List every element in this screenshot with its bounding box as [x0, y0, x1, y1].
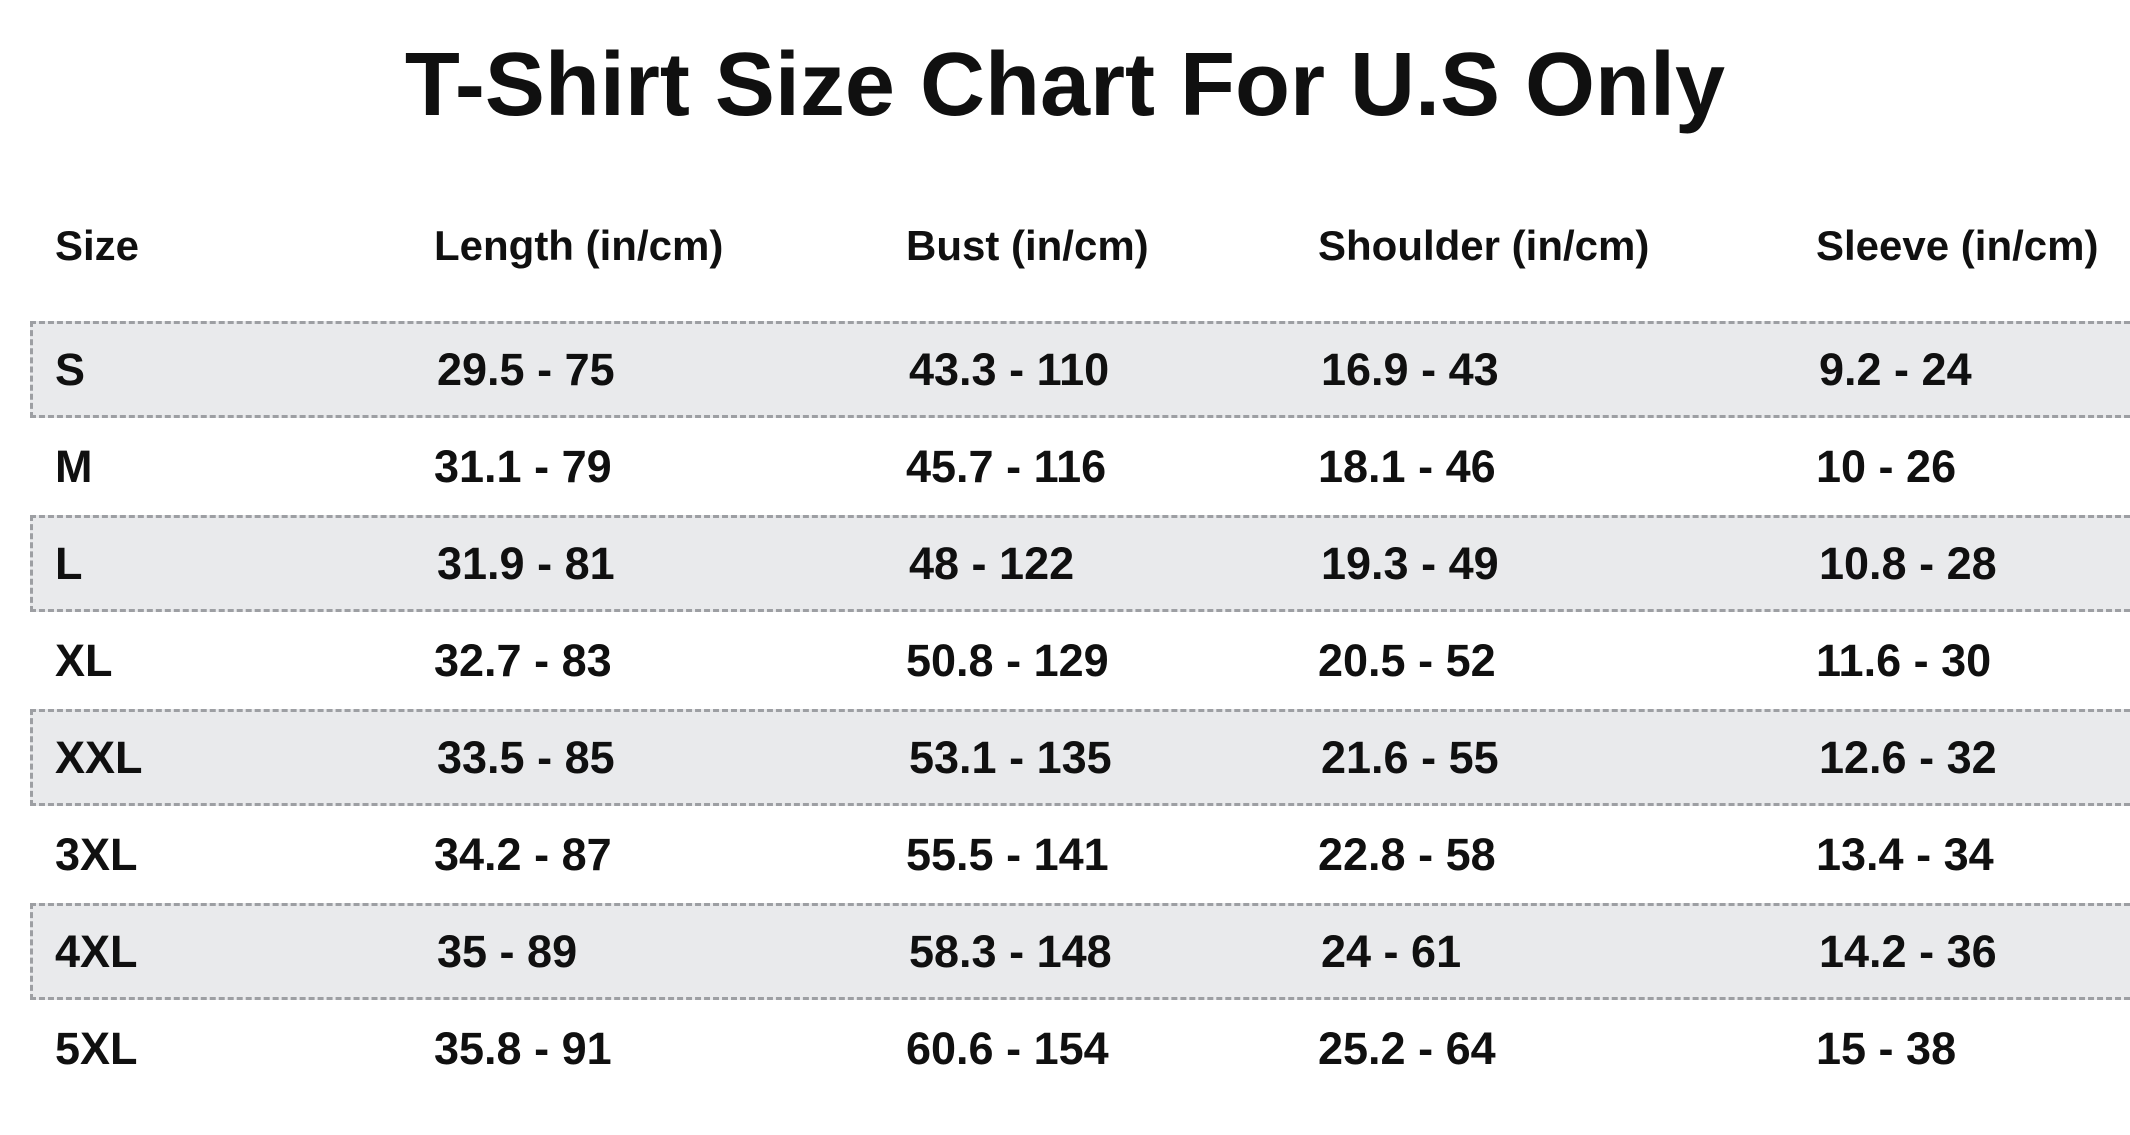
bust-cell: 60.6 - 154	[906, 1022, 1109, 1074]
sleeve-cell: 12.6 - 32	[1819, 731, 1997, 783]
length-cell: 33.5 - 85	[437, 731, 615, 783]
shoulder-cell: 24 - 61	[1321, 925, 1462, 977]
shoulder-cell: 25.2 - 64	[1318, 1022, 1496, 1074]
size-cell: XL	[55, 634, 113, 686]
length-cell: 29.5 - 75	[437, 343, 615, 395]
size-cell: 5XL	[55, 1022, 138, 1074]
shoulder-cell: 22.8 - 58	[1318, 828, 1496, 880]
size-cell: L	[55, 537, 83, 589]
column-header-size: Size	[55, 221, 140, 269]
shoulder-cell: 16.9 - 43	[1321, 343, 1499, 395]
shoulder-cell: 19.3 - 49	[1321, 537, 1499, 589]
shoulder-cell: 21.6 - 55	[1321, 731, 1499, 783]
sleeve-cell: 14.2 - 36	[1819, 925, 1997, 977]
length-cell: 34.2 - 87	[434, 828, 612, 880]
column-header-sleeve: Sleeve (in/cm)	[1816, 221, 2099, 269]
table-row-xxl: XXL 33.5 - 85 53.1 - 135 21.6 - 55 12.6 …	[30, 709, 2130, 806]
bust-cell: 48 - 122	[909, 537, 1075, 589]
length-cell: 31.9 - 81	[437, 537, 615, 589]
column-header-length: Length (in/cm)	[434, 221, 724, 269]
table-row-s: S 29.5 - 75 43.3 - 110 16.9 - 43 9.2 - 2…	[30, 321, 2130, 418]
table-row-3xl: 3XL 34.2 - 87 55.5 - 141 22.8 - 58 13.4 …	[30, 806, 2130, 903]
size-cell: 3XL	[55, 828, 138, 880]
table-row-l: L 31.9 - 81 48 - 122 19.3 - 49 10.8 - 28	[30, 515, 2130, 612]
table-row-4xl: 4XL 35 - 89 58.3 - 148 24 - 61 14.2 - 36	[30, 903, 2130, 1000]
length-cell: 31.1 - 79	[434, 440, 612, 492]
size-cell: S	[55, 343, 86, 395]
sleeve-cell: 11.6 - 30	[1816, 634, 1992, 686]
bust-cell: 55.5 - 141	[906, 828, 1109, 880]
size-cell: M	[55, 440, 93, 492]
column-header-bust: Bust (in/cm)	[906, 221, 1149, 269]
header-row: Size Length (in/cm) Bust (in/cm) Shoulde…	[30, 170, 2130, 321]
length-cell: 35 - 89	[437, 925, 578, 977]
table-row-m: M 31.1 - 79 45.7 - 116 18.1 - 46 10 - 26	[30, 418, 2130, 515]
length-cell: 32.7 - 83	[434, 634, 612, 686]
size-cell: XXL	[55, 731, 143, 783]
sleeve-cell: 10.8 - 28	[1819, 537, 1997, 589]
size-cell: 4XL	[55, 925, 138, 977]
sleeve-cell: 15 - 38	[1816, 1022, 1957, 1074]
page-title: T-Shirt Size Chart For U.S Only	[404, 34, 1726, 135]
bust-cell: 53.1 - 135	[909, 731, 1112, 783]
sleeve-cell: 10 - 26	[1816, 440, 1957, 492]
bust-cell: 50.8 - 129	[906, 634, 1109, 686]
bust-cell: 45.7 - 116	[906, 440, 1107, 492]
bust-cell: 43.3 - 110	[909, 343, 1110, 395]
table-row-5xl: 5XL 35.8 - 91 60.6 - 154 25.2 - 64 15 - …	[30, 1000, 2130, 1097]
shoulder-cell: 20.5 - 52	[1318, 634, 1496, 686]
sleeve-cell: 9.2 - 24	[1819, 343, 1972, 395]
bust-cell: 58.3 - 148	[909, 925, 1112, 977]
column-header-shoulder: Shoulder (in/cm)	[1318, 221, 1650, 269]
shoulder-cell: 18.1 - 46	[1318, 440, 1496, 492]
table-row-xl: XL 32.7 - 83 50.8 - 129 20.5 - 52 11.6 -…	[30, 612, 2130, 709]
length-cell: 35.8 - 91	[434, 1022, 612, 1074]
sleeve-cell: 13.4 - 34	[1816, 828, 1994, 880]
size-chart-table: Size Length (in/cm) Bust (in/cm) Shoulde…	[30, 170, 2130, 1097]
